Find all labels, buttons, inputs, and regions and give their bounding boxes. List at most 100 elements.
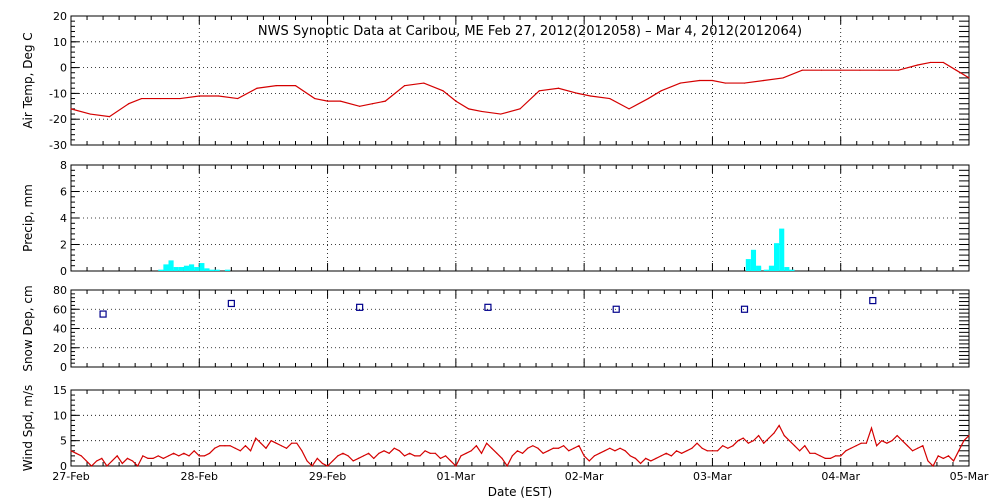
wind-point [162, 457, 164, 459]
wind-point [90, 465, 93, 467]
wind-point [865, 442, 867, 444]
precip-bar [768, 265, 775, 271]
temp-point [942, 61, 944, 64]
temp-point [711, 79, 714, 82]
temp-point [179, 97, 181, 100]
wind-point [742, 437, 744, 439]
temp-point [480, 110, 483, 113]
wind-point [609, 447, 611, 449]
temp-point [820, 69, 823, 71]
panel-precip: 0 2 4 6 8 Precip, mm [21, 159, 970, 278]
precip-bar [189, 264, 195, 271]
wind-point [686, 450, 688, 452]
wind-point [332, 460, 334, 462]
snow-depth-point [869, 296, 877, 305]
wind-point [188, 455, 190, 457]
x-tick-label: 29-Feb [309, 470, 346, 483]
x-tick-label: 05-Mar [950, 470, 989, 483]
temp-point [878, 69, 880, 71]
precip-bar [779, 228, 785, 271]
wind-point [829, 457, 832, 459]
wind-point [814, 452, 816, 454]
wind-point [932, 465, 934, 467]
temp-point [897, 69, 900, 71]
wind-point [475, 445, 477, 447]
wind-point [552, 447, 554, 449]
wind-point [265, 447, 267, 449]
chart-title: NWS Synoptic Data at Caribou, ME Feb 27,… [258, 24, 802, 39]
wind-point [655, 457, 657, 459]
wind-point [629, 455, 631, 457]
wind-point [342, 452, 344, 454]
wind-point [373, 457, 375, 459]
wind-point [527, 447, 529, 449]
wind-point [326, 465, 329, 467]
precip-bar [168, 260, 174, 271]
panel-temp: -30 -20 -10 0 10 20 Air Temp, Deg C [21, 10, 970, 152]
wind-point [768, 437, 770, 439]
wind-point [362, 455, 365, 457]
precip-ylabel: Precip, mm [21, 184, 35, 252]
x-tick-label: 28-Feb [181, 470, 218, 483]
wind-point [722, 445, 724, 447]
precip-bar [158, 269, 164, 271]
precip-bar [784, 267, 790, 271]
temp-point [628, 108, 630, 110]
snow-depth-point [356, 303, 364, 311]
wind-point [542, 452, 544, 454]
wind-point [793, 445, 796, 447]
wind-point [593, 455, 596, 457]
wind-point [403, 455, 406, 457]
wind-point [773, 432, 775, 434]
wind-point [824, 457, 826, 459]
precip-bar [756, 265, 762, 271]
wind-point [480, 452, 483, 454]
wind-series-line [70, 424, 970, 468]
wind-point [311, 465, 313, 467]
wind-point [111, 460, 113, 462]
wind-point [711, 450, 714, 452]
precip-bar [204, 268, 210, 271]
temp-point [801, 69, 803, 71]
temp-point [403, 85, 406, 87]
temp-point [538, 90, 540, 92]
wind-point [301, 450, 303, 452]
wind-point [383, 450, 385, 452]
wind-point [727, 447, 729, 449]
wind-point [881, 440, 883, 442]
wind-point [886, 442, 888, 444]
wind-point [747, 442, 749, 444]
temp-ytick-label: -10 [49, 87, 67, 100]
temp-point [859, 69, 861, 71]
wind-point [537, 447, 539, 449]
temp-point [442, 90, 444, 92]
temp-point [660, 90, 662, 92]
precip-bar [178, 267, 184, 271]
wind-point [860, 442, 862, 444]
wind-point [198, 455, 200, 457]
wind-point [183, 452, 185, 454]
temp-point [468, 108, 470, 110]
wind-point [737, 440, 739, 442]
wind-point [321, 462, 324, 465]
precip-bar [789, 269, 795, 271]
wind-point [906, 445, 909, 447]
wind-point [178, 455, 180, 457]
wind-point [922, 445, 924, 447]
temp-point [256, 87, 258, 89]
wind-point [429, 452, 431, 454]
wind-point [347, 455, 349, 457]
wind-point [650, 460, 652, 462]
wind-point [85, 460, 87, 462]
wind-point [137, 465, 139, 467]
precip-ytick-label: 2 [60, 239, 67, 252]
wind-point [573, 447, 575, 449]
wind-point [152, 457, 154, 459]
snow-depth-point [740, 305, 749, 313]
snow-depth-point [612, 305, 620, 313]
temp-point [679, 82, 681, 84]
wind-point [121, 462, 123, 465]
wind-point [219, 445, 221, 447]
temp-point [294, 85, 297, 87]
temp-point [840, 69, 842, 71]
